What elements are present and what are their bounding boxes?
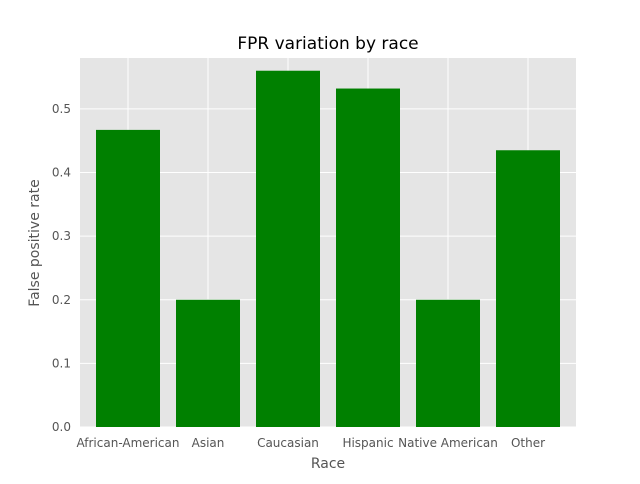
x-tick-label: Asian [192,436,225,450]
bar-caucasian [256,70,320,428]
x-tick-label: Native American [398,436,498,450]
bar-other [496,150,560,427]
bar-native-american [416,299,480,427]
y-tick-label: 0.4 [52,166,71,180]
y-tick-label: 0.0 [52,420,71,434]
x-axis-label: Race [311,456,345,472]
bar-hispanic [336,88,400,427]
chart-title: FPR variation by race [237,34,418,54]
bar-asian [176,299,240,427]
x-tick-label: Other [511,436,545,450]
x-tick-label: African-American [76,436,179,450]
y-tick-label: 0.2 [52,293,71,307]
y-tick-labels: 0.0 0.1 0.2 0.3 0.4 0.5 [52,102,71,434]
bars [96,70,560,428]
y-tick-label: 0.1 [52,356,71,370]
y-tick-label: 0.3 [52,229,71,243]
x-tick-labels: African-American Asian Caucasian Hispanic Na… [76,436,545,450]
x-tick-label: Hispanic [342,436,393,450]
y-axis-label: False positive rate [27,179,43,306]
x-tick-label: Caucasian [257,436,319,450]
bar-african-american [96,129,160,428]
y-tick-label: 0.5 [52,102,71,116]
plot-background [80,58,576,427]
